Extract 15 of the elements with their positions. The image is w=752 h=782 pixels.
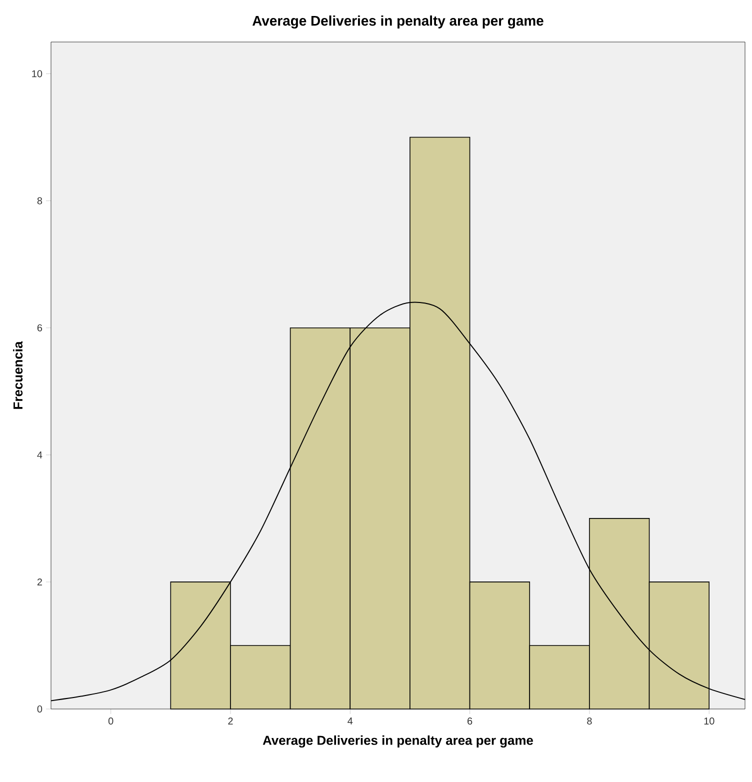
x-tick-label: 8 [587, 718, 592, 725]
y-axis-title: Frecuencia [13, 341, 23, 409]
x-tick-label: 6 [468, 718, 472, 725]
x-axis-title: Average Deliveries in penalty area per game [262, 735, 533, 748]
x-tick-label: 4 [348, 718, 353, 724]
y-tick-label: 0 [37, 705, 42, 713]
x-tick-label: 0 [108, 718, 114, 725]
chart-title: Average Deliveries in penalty area per game [252, 15, 544, 29]
x-tick-label: 2 [228, 718, 233, 724]
x-tick-label: 10 [704, 718, 714, 725]
y-tick-label: 8 [37, 197, 42, 204]
y-tick-label: 6 [37, 324, 42, 332]
y-tick-label: 4 [37, 451, 42, 458]
y-tick-label: 10 [32, 70, 42, 78]
y-tick-label: 2 [37, 578, 42, 586]
